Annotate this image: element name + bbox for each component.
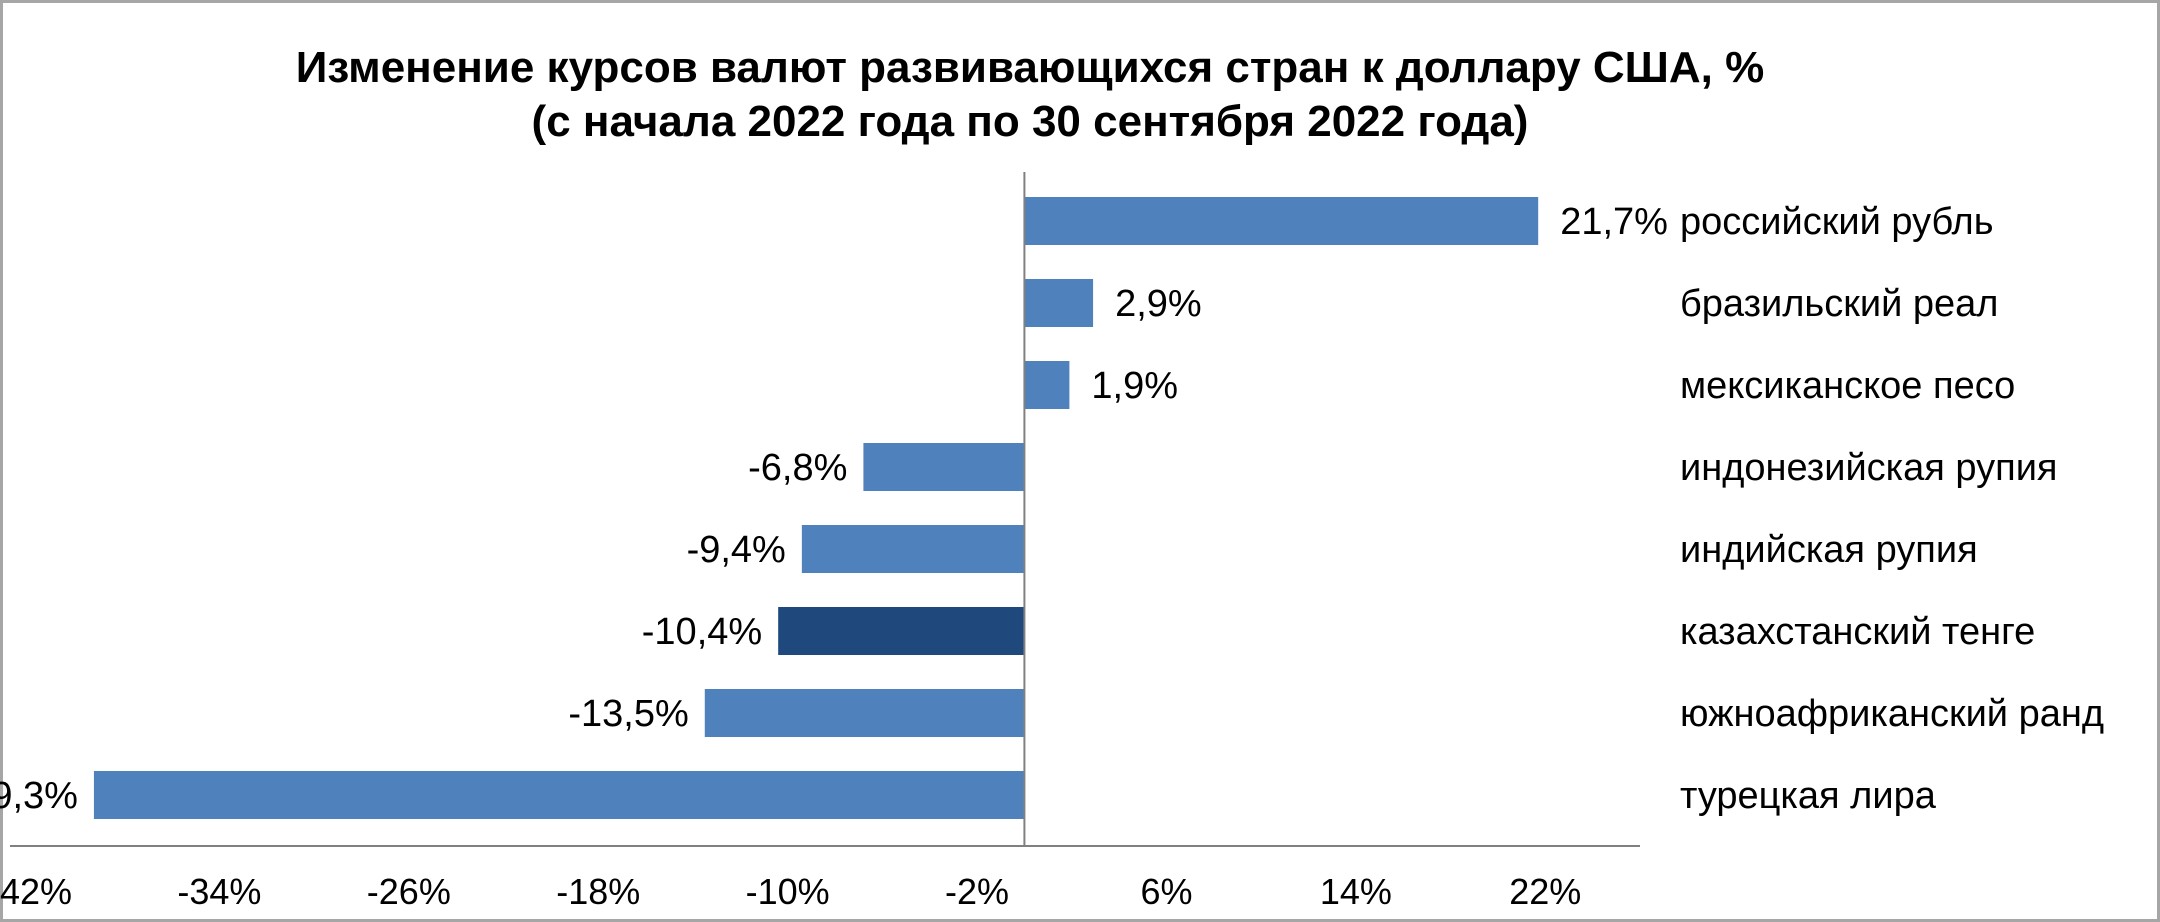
x-tick-label: 6% bbox=[1140, 871, 1192, 912]
data-label: 2,9% bbox=[1115, 283, 1202, 325]
bar bbox=[1024, 197, 1539, 245]
category-label: индийская рупия bbox=[1680, 529, 1978, 571]
category-label: казахстанский тенге bbox=[1680, 611, 2035, 653]
bar bbox=[1024, 279, 1094, 327]
category-label: индонезийская рупия bbox=[1680, 447, 2058, 489]
x-tick-label: -18% bbox=[556, 871, 640, 912]
category-label: российский рубль bbox=[1680, 201, 1994, 243]
bar bbox=[704, 689, 1025, 737]
bar bbox=[1024, 361, 1070, 409]
x-tick-label: 22% bbox=[1509, 871, 1581, 912]
data-label: -39,3% bbox=[0, 775, 78, 817]
chart-title: Изменение курсов валют развивающихся стр… bbox=[296, 43, 1764, 92]
bar bbox=[93, 771, 1025, 819]
plot-area: 21,7% российский рубль 2,9% бразильский реа… bbox=[0, 172, 2104, 912]
x-tick-label: 14% bbox=[1320, 871, 1392, 912]
chart-subtitle: (с начала 2022 года по 30 сентября 2022 … bbox=[532, 97, 1529, 146]
category-label: турецкая лира bbox=[1680, 775, 1937, 817]
x-tick-label: -42% bbox=[0, 871, 72, 912]
x-tick-label: -34% bbox=[177, 871, 261, 912]
data-label: -13,5% bbox=[568, 693, 688, 735]
bar bbox=[778, 607, 1025, 655]
x-tick-label: -10% bbox=[746, 871, 830, 912]
x-tick-label: -2% bbox=[945, 871, 1009, 912]
category-label: южноафриканский ранд bbox=[1680, 693, 2104, 735]
data-label: 1,9% bbox=[1091, 365, 1178, 407]
data-label: -6,8% bbox=[748, 447, 847, 489]
x-tick-label: -26% bbox=[367, 871, 451, 912]
data-label: -9,4% bbox=[687, 529, 786, 571]
category-label: мексиканское песо bbox=[1680, 365, 2015, 407]
data-label: -10,4% bbox=[642, 611, 762, 653]
category-label: бразильский реал bbox=[1680, 283, 1998, 325]
data-label: 21,7% bbox=[1560, 201, 1668, 243]
bar bbox=[801, 525, 1025, 573]
bar bbox=[863, 443, 1025, 491]
